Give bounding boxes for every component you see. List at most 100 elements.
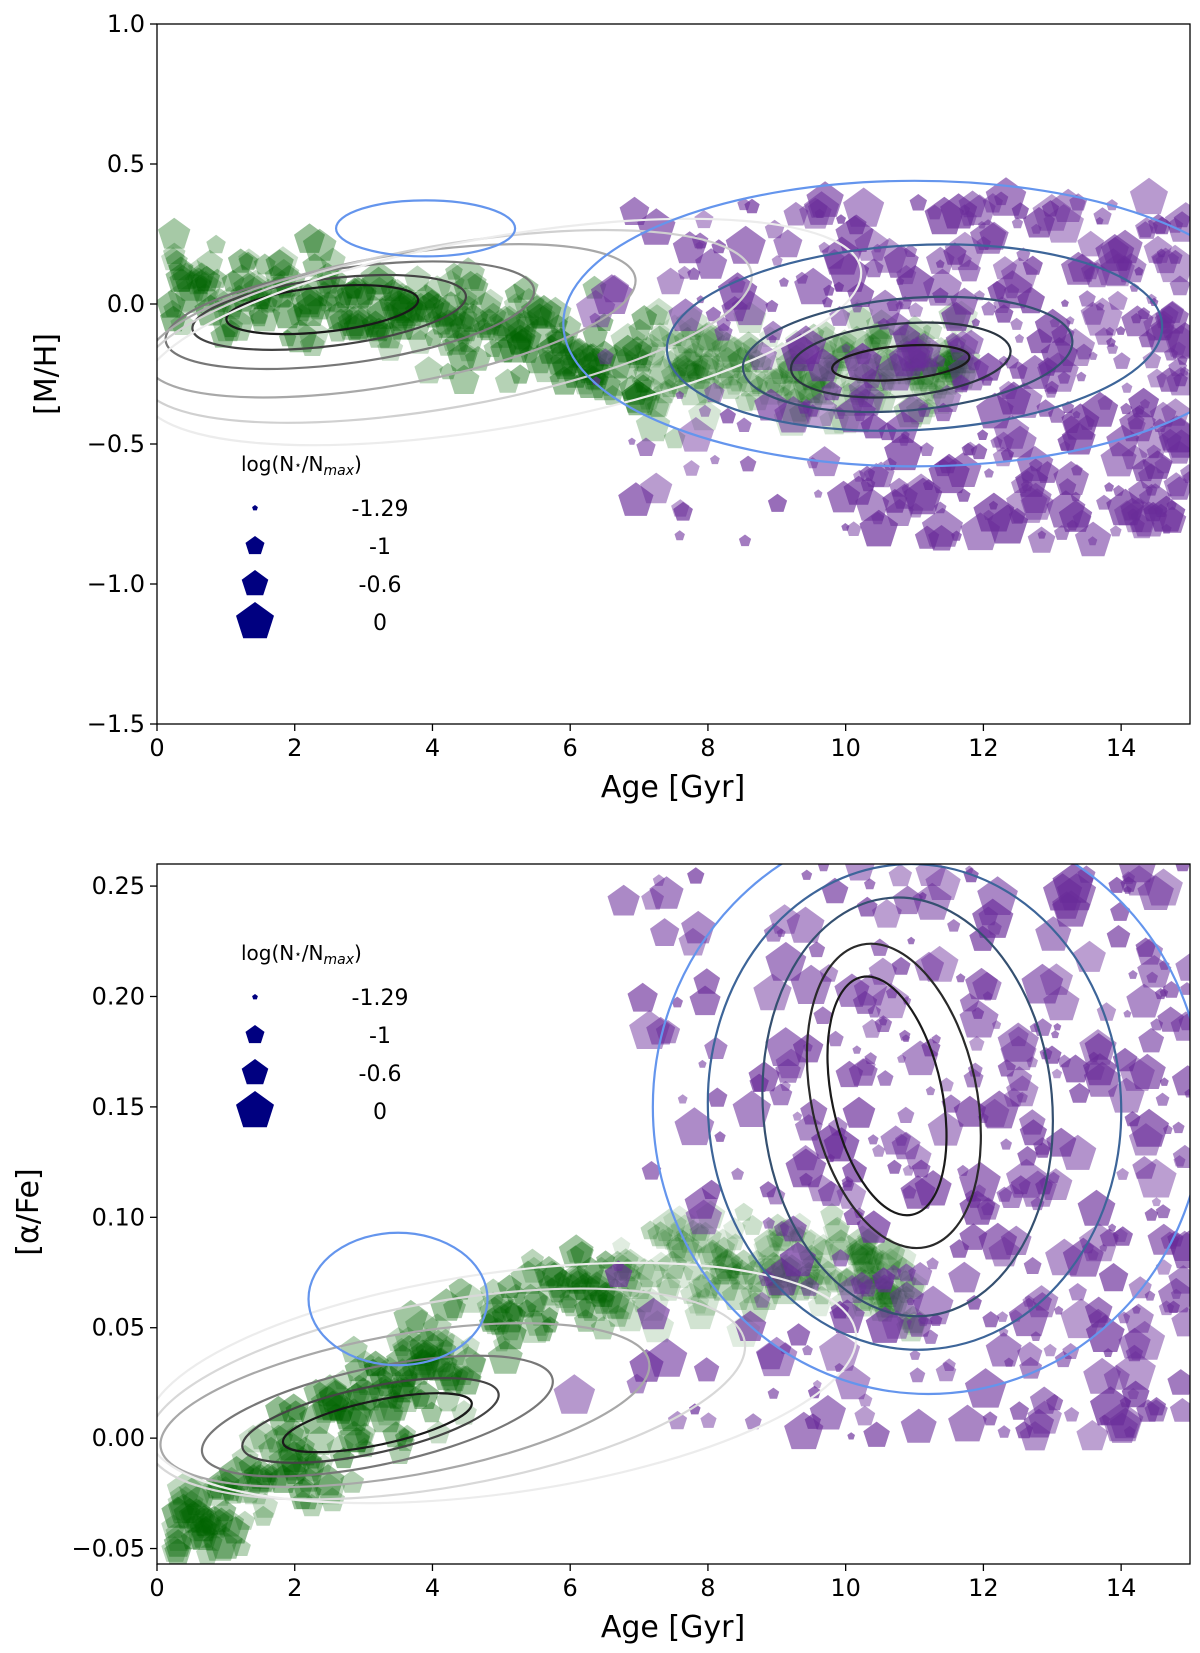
old-star-marker — [1120, 402, 1133, 415]
young-star-marker — [504, 283, 525, 303]
young-star-marker — [386, 1344, 420, 1376]
young-star-marker — [424, 328, 444, 346]
old-star-marker — [1121, 1380, 1150, 1408]
old-star-marker — [1156, 367, 1182, 392]
old-star-marker — [671, 996, 683, 1008]
old-star-marker — [1166, 500, 1177, 510]
old-density-contour — [789, 321, 1012, 399]
old-star-marker — [914, 1170, 952, 1206]
young-star-marker — [437, 1361, 469, 1392]
young-star-marker — [264, 1460, 291, 1487]
y-tick-label: 0.15 — [92, 1093, 145, 1121]
old-star-marker — [1020, 488, 1054, 520]
young-star-marker — [163, 299, 182, 317]
old-star-marker — [786, 906, 825, 943]
young-star-marker — [760, 354, 787, 379]
young-star-marker — [660, 1223, 689, 1250]
old-star-marker — [853, 973, 888, 1006]
young-star-marker — [693, 374, 725, 404]
size-legend: log(N⋆/Nmax) -1.29 -1 -0.6 0 — [236, 941, 408, 1128]
legend-size-marker — [245, 536, 265, 555]
old-star-marker — [1151, 1197, 1162, 1207]
old-density-contour — [741, 295, 1074, 414]
old-star-marker — [1077, 230, 1105, 257]
young-star-marker — [533, 304, 556, 326]
old-star-marker — [1077, 1189, 1116, 1226]
old-star-marker — [1098, 1263, 1129, 1292]
young-star-marker — [730, 1249, 758, 1275]
young-star-marker — [651, 1251, 672, 1271]
old-star-marker — [959, 1223, 988, 1250]
old-star-marker — [1175, 864, 1190, 872]
young-star-marker — [606, 1291, 636, 1320]
legend-size-marker — [252, 505, 258, 511]
x-axis-label: Age [Gyr] — [601, 770, 745, 805]
young-star-marker — [181, 1499, 217, 1533]
young-density-contour — [157, 1287, 747, 1501]
young-star-marker — [778, 378, 797, 396]
young-density-contour — [191, 273, 468, 351]
old-star-marker — [987, 504, 1029, 544]
x-tick-label: 10 — [830, 1574, 861, 1602]
young-star-marker — [326, 1403, 346, 1421]
young-star-marker — [726, 1259, 758, 1290]
old-star-marker — [693, 968, 721, 994]
young-star-marker — [295, 287, 324, 315]
young-star-marker — [377, 1389, 411, 1421]
old-star-marker — [1085, 1315, 1125, 1352]
legend-size-marker — [241, 1059, 269, 1085]
old-star-marker — [739, 455, 757, 472]
young-star-marker — [660, 361, 687, 387]
old-star-marker — [813, 1006, 833, 1024]
young-star-marker — [165, 263, 196, 292]
old-star-marker — [695, 248, 728, 279]
young-star-marker — [292, 293, 327, 326]
old-star-marker — [891, 1131, 921, 1160]
young-star-marker — [864, 324, 894, 353]
old-star-marker — [909, 1349, 921, 1360]
old-star-marker — [1029, 458, 1043, 472]
young-star-marker — [644, 297, 674, 325]
old-star-marker — [1003, 283, 1020, 299]
young-star-marker — [185, 1513, 205, 1532]
legend-size-label: -1.29 — [352, 497, 409, 522]
old-star-marker — [867, 1004, 881, 1018]
young-star-marker — [673, 347, 704, 376]
old-star-marker — [959, 993, 980, 1012]
old-star-marker — [786, 1323, 811, 1346]
young-star-marker — [570, 1241, 594, 1264]
young-star-marker — [186, 267, 210, 289]
young-star-marker — [252, 1505, 274, 1526]
old-star-marker — [965, 865, 974, 874]
young-star-marker — [753, 1228, 784, 1257]
young-star-marker — [323, 284, 353, 313]
axis-ticks: 0 2 4 6 8 10 12 14 1.0 0.5 0.0 −0.5 −1.0 −1.5 — [87, 10, 1137, 762]
young-star-marker — [755, 366, 784, 393]
old-star-marker — [691, 232, 709, 249]
old-star-marker — [785, 325, 827, 364]
legend-size-label: -1 — [369, 535, 391, 560]
old-star-marker — [842, 1096, 876, 1128]
old-star-marker — [908, 1262, 933, 1286]
young-star-marker — [432, 1361, 463, 1390]
old-star-marker — [1053, 461, 1089, 495]
young-density-contour — [159, 1322, 651, 1488]
old-density-contour — [831, 343, 971, 382]
young-star-marker — [664, 367, 692, 394]
old-star-marker — [1136, 221, 1154, 238]
young-star-marker — [546, 1271, 574, 1298]
young-star-marker — [650, 322, 670, 341]
old-star-marker — [813, 489, 823, 498]
young-star-marker — [734, 1202, 754, 1221]
old-star-marker — [626, 1373, 648, 1394]
old-star-marker — [963, 194, 996, 225]
old-star-marker — [845, 214, 867, 235]
y-tick-label: −1.0 — [87, 570, 145, 598]
young-star-marker — [388, 283, 417, 310]
young-star-marker — [646, 395, 670, 418]
old-star-marker — [744, 1413, 762, 1430]
young-star-marker — [290, 283, 326, 318]
old-star-marker — [1163, 472, 1189, 497]
old-star-marker — [981, 301, 997, 316]
young-star-marker — [541, 1262, 568, 1287]
